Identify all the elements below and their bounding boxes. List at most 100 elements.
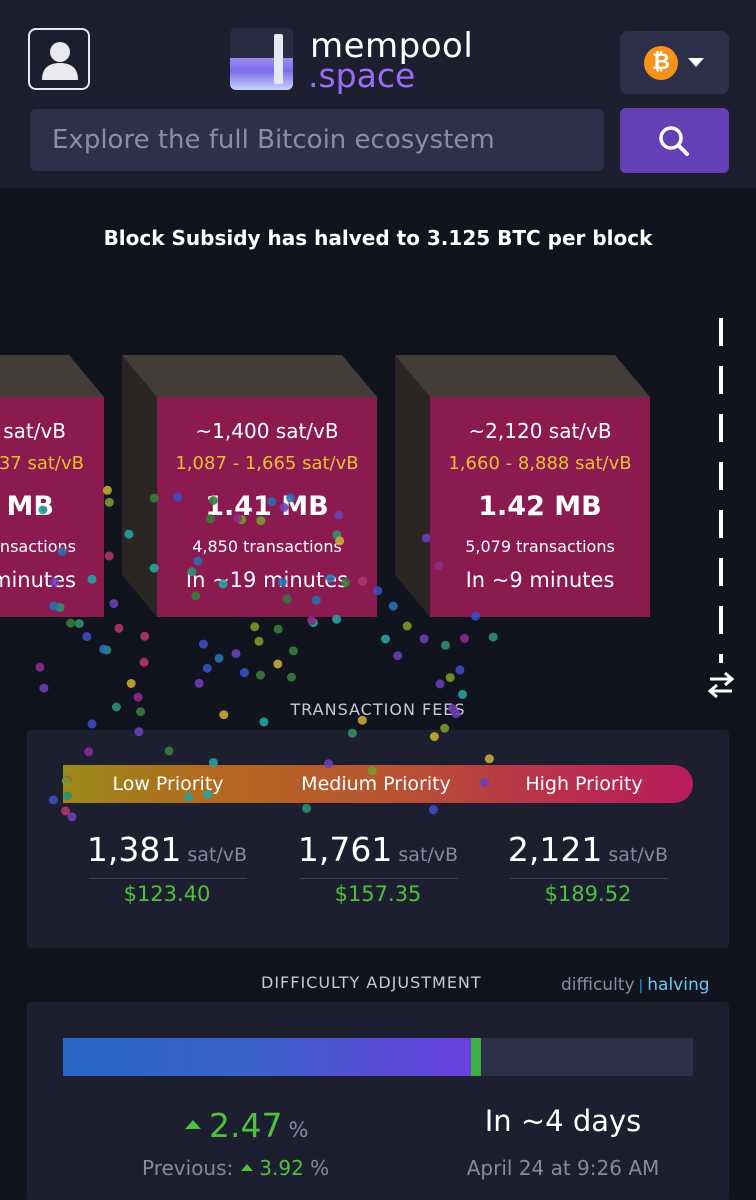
particle-dot [441, 640, 450, 650]
toggle-halving[interactable]: halving [647, 975, 710, 995]
fee-value: 1,381 [86, 830, 182, 869]
logo-text-space: .space [308, 56, 416, 95]
high-priority-fee: 2,121 sat/vB $189.52 [488, 830, 688, 906]
particle-dot [198, 639, 208, 649]
fee-usd: $157.35 [334, 882, 422, 906]
difficulty-halving-toggle: difficulty | halving [561, 975, 710, 995]
particle-dot [458, 689, 467, 699]
particle-dot [307, 616, 317, 625]
difficulty-progress-fill [63, 1038, 473, 1076]
block-eta: In ~9 minutes [465, 568, 615, 592]
particle-dot [254, 636, 264, 646]
block-size: MB [6, 491, 54, 522]
particle-dot [435, 679, 445, 689]
particle-dot [99, 644, 109, 654]
low-priority-label: Low Priority [112, 773, 224, 795]
difficulty-adjustment-title: DIFFICULTY ADJUSTMENT [261, 973, 482, 992]
difficulty-progress-marker [470, 1038, 481, 1076]
fee-usd: $123.40 [123, 882, 211, 906]
particle-dot [66, 618, 76, 628]
fee-unit: sat/vB [398, 844, 459, 866]
particle-dot [214, 653, 224, 663]
particle-dot [250, 622, 260, 632]
particle-dot [381, 634, 390, 644]
user-account-button[interactable] [28, 28, 90, 90]
particle-dot [460, 634, 469, 643]
toggle-difficulty[interactable]: difficulty [561, 975, 635, 995]
search-icon [659, 126, 689, 156]
difficulty-eta: In ~4 days [484, 1104, 642, 1138]
bitcoin-icon: ₿ [644, 46, 678, 80]
particle-dot [256, 670, 265, 680]
particle-dot [82, 632, 92, 642]
user-icon [42, 42, 78, 80]
block-eta: minutes [0, 568, 76, 592]
particle-dot [287, 672, 296, 682]
particle-dot [39, 683, 49, 693]
particle-dot [308, 618, 318, 628]
particle-dot [273, 624, 283, 634]
particle-dot [194, 678, 204, 688]
particle-dot [393, 651, 403, 661]
fee-value: 1,761 [297, 830, 393, 869]
arrow-up-icon [241, 1164, 254, 1171]
search-input[interactable] [30, 109, 604, 171]
difficulty-date: April 24 at 9:26 AM [466, 1156, 660, 1180]
chevron-down-icon [688, 58, 704, 67]
particle-dot [74, 619, 84, 629]
particle-dot [35, 662, 45, 672]
particle-dot [87, 719, 97, 729]
particle-dot [126, 679, 136, 688]
particle-dot [388, 601, 398, 611]
header: mempool .space ₿ [0, 0, 756, 188]
fee-unit: sat/vB [187, 844, 248, 866]
fee-value: 2,121 [507, 830, 603, 869]
priority-bar: Low Priority Medium Priority High Priori… [63, 765, 693, 803]
particle-dot [102, 645, 112, 655]
block-fee-range: 1,087 - 1,665 sat/vB [175, 453, 359, 474]
logo-text-mempool: mempool [310, 26, 474, 66]
arrow-up-icon [185, 1120, 201, 1129]
high-priority-label: High Priority [525, 773, 643, 795]
mempool-block[interactable]: ~2,120 sat/vB 1,660 - 8,888 sat/vB 1.42 … [395, 355, 650, 617]
particle-dot [488, 632, 498, 642]
block-median-fee: sat/vB [3, 419, 66, 443]
particle-dot [288, 646, 298, 656]
particle-dot [239, 668, 249, 678]
particle-dot [273, 659, 283, 669]
block-median-fee: ~2,120 sat/vB [468, 419, 612, 443]
particle-dot [109, 599, 119, 609]
particle-dot [139, 657, 149, 667]
block-eta: In ~19 minutes [185, 568, 349, 592]
block-size: 1.42 MB [478, 491, 602, 522]
medium-priority-label: Medium Priority [301, 773, 451, 795]
network-selector-button[interactable]: ₿ [620, 31, 729, 94]
swap-arrows-icon[interactable] [707, 672, 735, 698]
block-tx-count: ansactions [0, 537, 76, 556]
fee-unit: sat/vB [608, 844, 669, 866]
low-priority-fee: 1,381 sat/vB $123.40 [67, 830, 267, 906]
difficulty-previous: Previous: 3.92 % [142, 1156, 330, 1180]
medium-priority-fee: 1,761 sat/vB $157.35 [278, 830, 478, 906]
block-fee-range: 37 sat/vB [0, 453, 84, 474]
particle-dot [114, 623, 124, 633]
mempool-block[interactable]: ~1,400 sat/vB 1,087 - 1,665 sat/vB 1.41 … [122, 355, 377, 617]
particle-dot [202, 663, 212, 673]
search-button[interactable] [620, 108, 729, 173]
difficulty-adjustment-card: 2.47% Previous: 3.92 % In ~4 days April 2… [27, 1002, 729, 1200]
mempool-block[interactable]: sat/vB 37 sat/vB MB ansactions minutes [0, 355, 104, 617]
transaction-fees-card: Low Priority Medium Priority High Priori… [27, 730, 729, 948]
mempool-logo[interactable]: mempool .space [230, 26, 490, 95]
particle-dot [140, 631, 150, 641]
block-tx-count: 4,850 transactions [192, 537, 342, 556]
particle-dot [104, 551, 114, 561]
particle-dot [455, 665, 465, 675]
halving-banner: Block Subsidy has halved to 3.125 BTC pe… [103, 226, 653, 250]
particle-dot [104, 497, 114, 507]
particle-dot [402, 621, 412, 631]
block-median-fee: ~1,400 sat/vB [195, 419, 339, 443]
particle-dot [445, 673, 455, 683]
block-fee-range: 1,660 - 8,888 sat/vB [448, 453, 632, 474]
mempool-divider [719, 318, 723, 663]
mempool-logo-mark [230, 28, 293, 90]
